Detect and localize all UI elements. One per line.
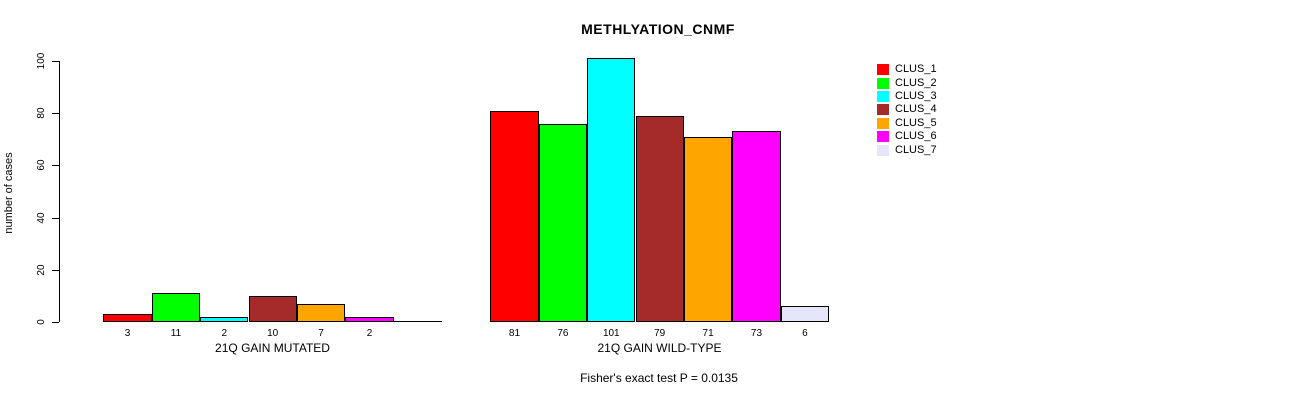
- y-axis-line: [59, 60, 60, 322]
- bar-clus_2: [151, 293, 201, 322]
- legend: CLUS_1 CLUS_2 CLUS_3 CLUS_4 CLUS_5 CLUS_6 CLUS…: [877, 63, 937, 157]
- legend-swatch-icon: [877, 64, 889, 76]
- legend-item: CLUS_6: [877, 130, 937, 143]
- legend-swatch-icon: [877, 104, 889, 116]
- x-group-label-wildtype: 21Q GAIN WILD-TYPE: [597, 341, 722, 355]
- legend-item: CLUS_2: [877, 76, 937, 89]
- bar-value-label: 2: [221, 328, 228, 339]
- bar-clus_1: [490, 110, 539, 322]
- bar-value-label: 3: [124, 328, 131, 339]
- y-tick-label: 80: [36, 107, 47, 119]
- bar-clus_1: [103, 314, 152, 322]
- y-tick-label: 100: [36, 52, 47, 70]
- legend-swatch-icon: [877, 131, 889, 143]
- y-tick: [52, 165, 59, 167]
- y-tick-label: 20: [36, 264, 47, 276]
- bar-value-label: 76: [557, 328, 569, 339]
- legend-item: CLUS_7: [877, 143, 937, 156]
- bar-clus_2: [538, 123, 588, 322]
- bar-clus_4: [248, 295, 297, 322]
- legend-swatch-icon: [877, 117, 889, 129]
- legend-label: CLUS_3: [895, 89, 937, 102]
- bar-value-label: 11: [170, 328, 182, 339]
- bar-clus_5: [683, 136, 733, 322]
- legend-item: CLUS_1: [877, 63, 937, 76]
- legend-item: CLUS_5: [877, 117, 937, 130]
- bar-clus_5: [296, 303, 346, 322]
- y-tick-label: 60: [36, 159, 47, 171]
- legend-label: CLUS_2: [895, 76, 937, 89]
- y-tick: [52, 217, 59, 219]
- bar-clus_3: [587, 58, 636, 322]
- y-tick-label: 0: [36, 319, 47, 325]
- bar-value-label: 73: [750, 328, 763, 339]
- bar-clus_7-zero: [393, 321, 443, 322]
- x-group-label-mutated: 21Q GAIN MUTATED: [215, 341, 330, 355]
- legend-swatch-icon: [877, 144, 889, 156]
- bar-value-label: 6: [802, 328, 808, 339]
- bar-value-label: 2: [366, 328, 373, 339]
- y-tick: [52, 60, 59, 62]
- bar-clus_3: [200, 316, 249, 322]
- legend-swatch-icon: [877, 90, 889, 102]
- legend-item: CLUS_3: [877, 90, 937, 103]
- legend-label: CLUS_5: [895, 116, 937, 129]
- legend-label: CLUS_7: [895, 143, 937, 156]
- bar-value-label: 81: [508, 328, 521, 339]
- bar-clus_6: [732, 131, 781, 322]
- bar-value-label: 7: [318, 328, 324, 339]
- bar-value-label: 10: [267, 328, 279, 339]
- legend-label: CLUS_1: [895, 63, 937, 76]
- legend-label: CLUS_6: [895, 130, 937, 143]
- bar-clus_7: [780, 306, 830, 322]
- y-tick: [52, 113, 59, 115]
- legend-item: CLUS_4: [877, 103, 937, 116]
- y-tick: [52, 269, 59, 271]
- bar-value-label: 79: [654, 328, 666, 339]
- bar-clus_4: [635, 115, 684, 322]
- legend-swatch-icon: [877, 77, 889, 89]
- legend-label: CLUS_4: [895, 103, 937, 116]
- annotation-text: Fisher's exact test P = 0.0135: [580, 371, 738, 385]
- bar-value-label: 71: [702, 328, 714, 339]
- bar-value-label: 101: [602, 328, 620, 339]
- chart-title: METHLYATION_CNMF: [581, 21, 735, 37]
- y-tick-label: 40: [36, 211, 47, 224]
- y-tick: [52, 322, 59, 323]
- bar-clus_6: [345, 316, 394, 322]
